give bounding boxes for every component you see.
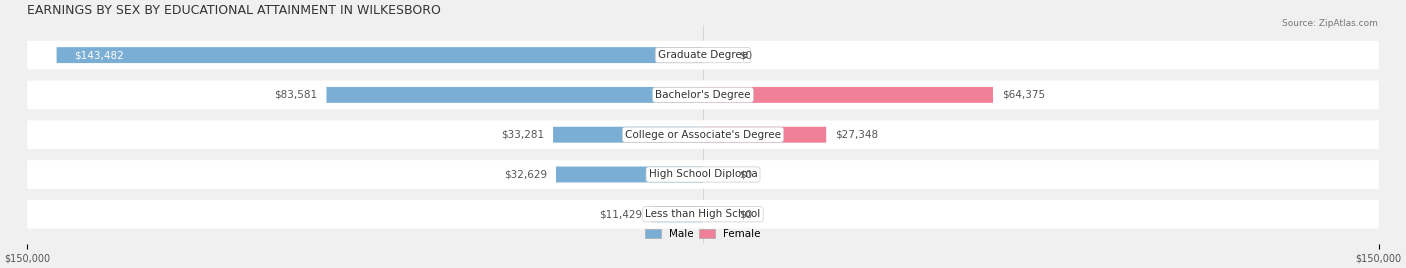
FancyBboxPatch shape (56, 47, 703, 63)
FancyBboxPatch shape (27, 41, 1379, 69)
Text: $0: $0 (740, 50, 752, 60)
FancyBboxPatch shape (553, 127, 703, 143)
Text: $0: $0 (740, 209, 752, 219)
Text: Bachelor's Degree: Bachelor's Degree (655, 90, 751, 100)
FancyBboxPatch shape (651, 206, 703, 222)
FancyBboxPatch shape (703, 87, 993, 103)
FancyBboxPatch shape (27, 81, 1379, 109)
Text: $27,348: $27,348 (835, 130, 879, 140)
FancyBboxPatch shape (326, 87, 703, 103)
Text: Graduate Degree: Graduate Degree (658, 50, 748, 60)
Text: $11,429: $11,429 (599, 209, 643, 219)
Text: $0: $0 (740, 169, 752, 180)
Legend: Male, Female: Male, Female (641, 225, 765, 243)
FancyBboxPatch shape (703, 127, 827, 143)
FancyBboxPatch shape (27, 200, 1379, 229)
FancyBboxPatch shape (27, 160, 1379, 189)
Text: High School Diploma: High School Diploma (648, 169, 758, 180)
Text: $33,281: $33,281 (501, 130, 544, 140)
Text: EARNINGS BY SEX BY EDUCATIONAL ATTAINMENT IN WILKESBORO: EARNINGS BY SEX BY EDUCATIONAL ATTAINMEN… (27, 4, 441, 17)
Text: Source: ZipAtlas.com: Source: ZipAtlas.com (1282, 19, 1378, 28)
Text: $64,375: $64,375 (1002, 90, 1045, 100)
Text: $83,581: $83,581 (274, 90, 318, 100)
Text: Less than High School: Less than High School (645, 209, 761, 219)
FancyBboxPatch shape (555, 166, 703, 183)
Text: College or Associate's Degree: College or Associate's Degree (626, 130, 780, 140)
FancyBboxPatch shape (27, 120, 1379, 149)
Text: $143,482: $143,482 (75, 50, 124, 60)
Text: $32,629: $32,629 (503, 169, 547, 180)
